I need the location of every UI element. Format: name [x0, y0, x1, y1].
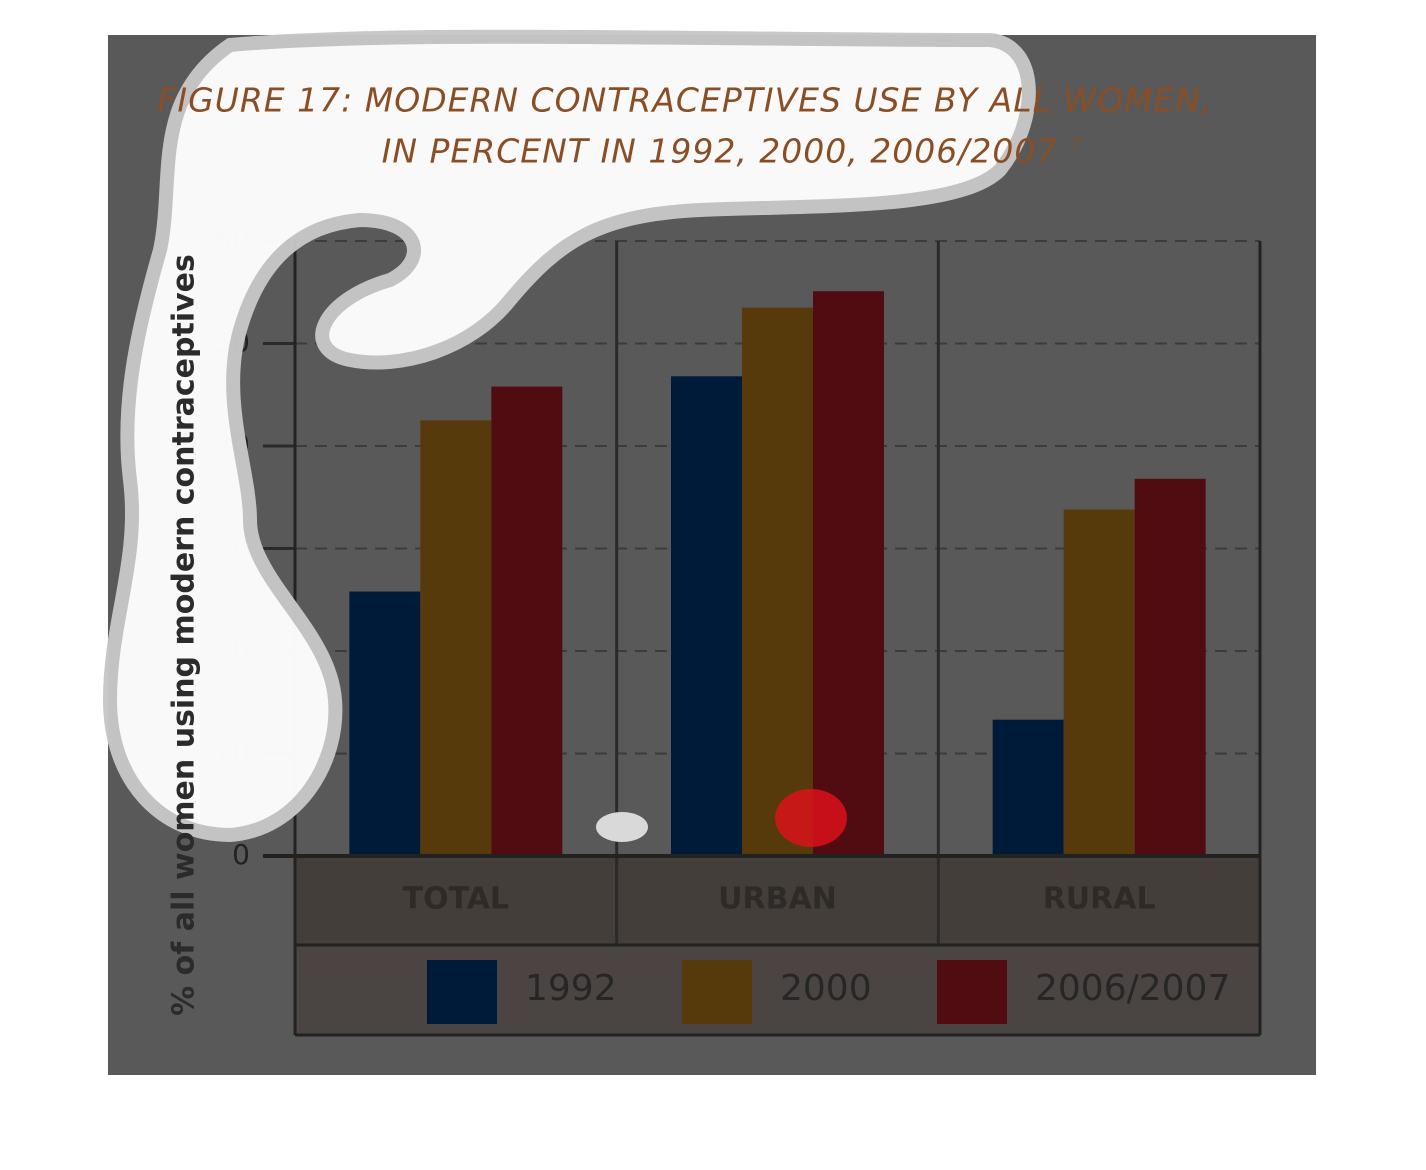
legend-swatch [937, 960, 1007, 1024]
legend-label: 1992 [525, 968, 617, 1009]
bar [813, 291, 884, 857]
bar [349, 591, 421, 856]
bar [992, 719, 1064, 856]
cursor-mark [596, 812, 648, 842]
x-tick-label: URBAN [718, 882, 837, 917]
legend-label: 2000 [780, 968, 872, 1009]
highlight-blob [102, 29, 1036, 843]
chart-title: IN PERCENT IN 1992, 2000, 2006/2007 [382, 132, 1059, 171]
y-tick-label: 0 [232, 838, 250, 871]
bar [420, 420, 492, 856]
bar [742, 307, 813, 856]
bar [1134, 478, 1206, 856]
y-axis-label: % of all women using modern contraceptiv… [167, 254, 202, 1016]
click-mark [775, 789, 847, 847]
category-band [295, 856, 1260, 945]
chart-title: FIGURE 17: MODERN CONTRACEPTIVES USE BY … [157, 81, 1212, 120]
x-tick-label: RURAL [1043, 882, 1156, 917]
legend-swatch [682, 960, 752, 1024]
plot: 0102030405060TOTALURBANRURAL199220002006… [214, 223, 1262, 1037]
legend-swatch [427, 960, 497, 1024]
bar [671, 376, 742, 856]
x-tick-label: TOTAL [403, 882, 509, 917]
footnote-mark: 7 [1072, 135, 1083, 154]
legend-label: 2006/2007 [1035, 968, 1230, 1009]
bar [1063, 509, 1135, 856]
bar [491, 386, 563, 856]
